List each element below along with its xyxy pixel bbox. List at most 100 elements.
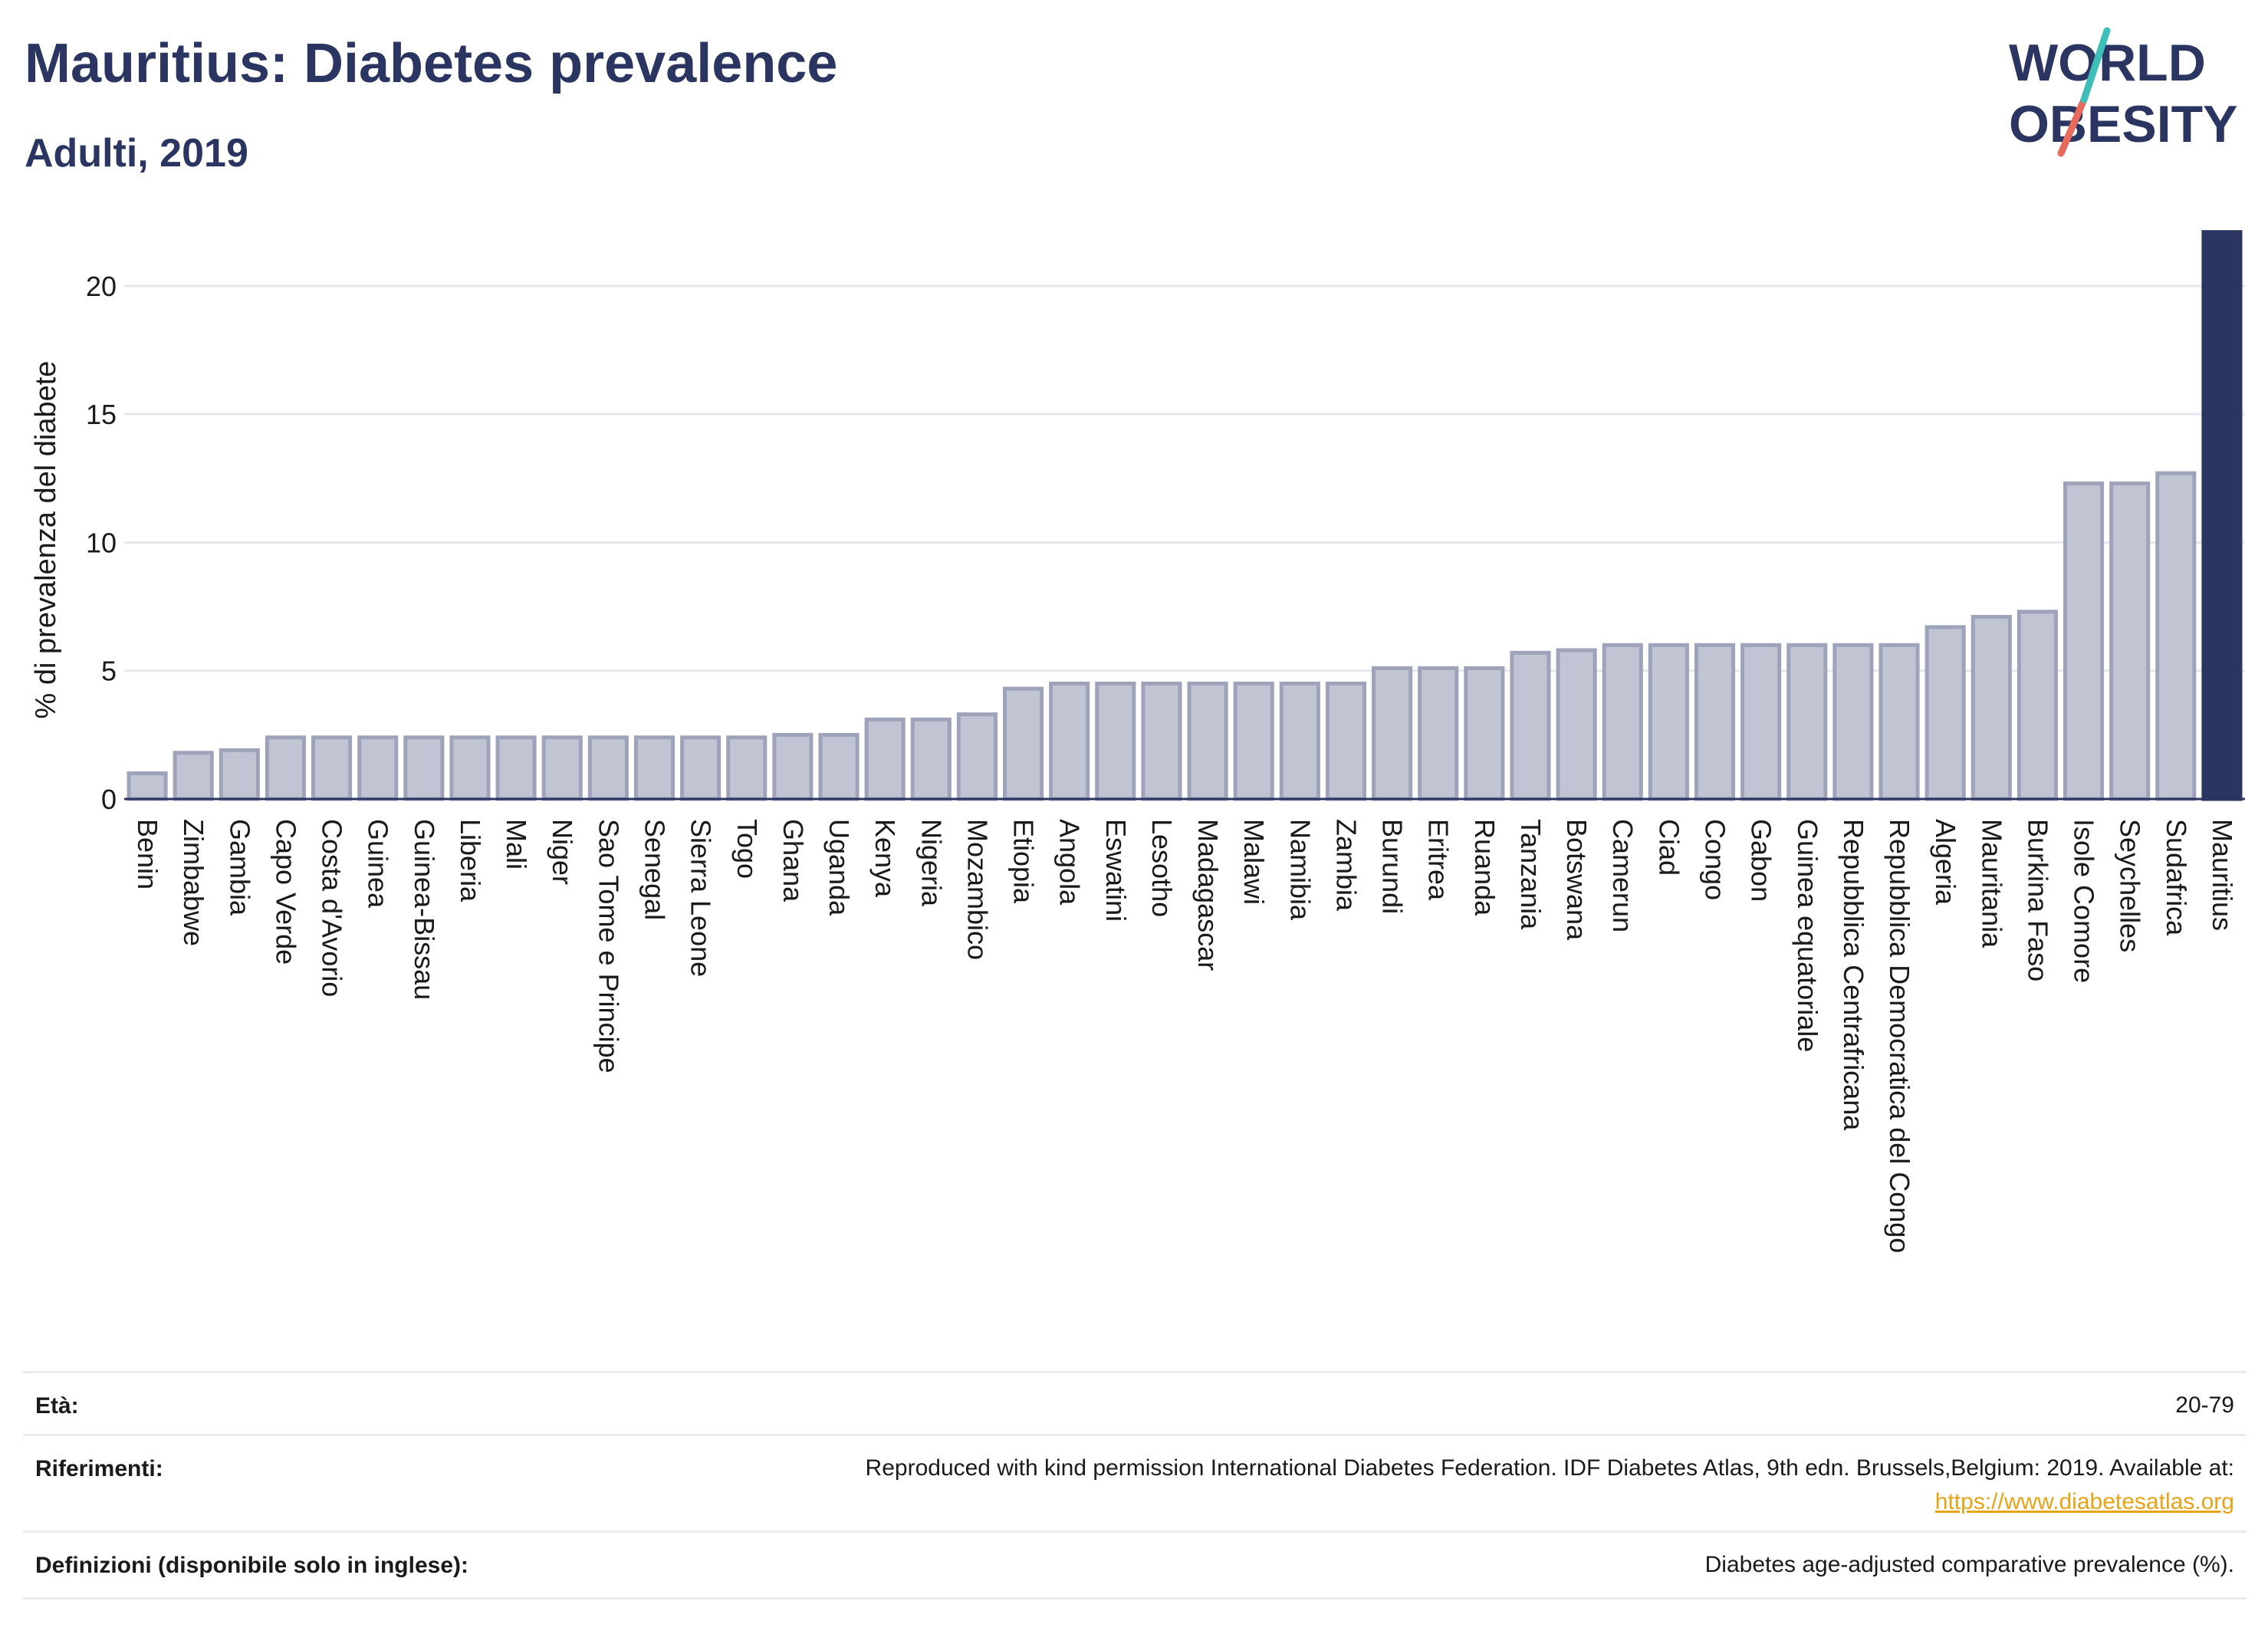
bar-nigeria[interactable] bbox=[910, 717, 952, 801]
age-value: 20-79 bbox=[2175, 1392, 2234, 1418]
bar-burundi[interactable] bbox=[1372, 666, 1413, 801]
bar-repubblica-democratica-del-congo[interactable] bbox=[1878, 643, 1920, 801]
age-label: Età: bbox=[35, 1393, 79, 1419]
bar-botswana[interactable] bbox=[1556, 648, 1597, 801]
bar-camerun[interactable] bbox=[1602, 643, 1643, 801]
x-tick-label: Algeria bbox=[1930, 819, 1961, 906]
x-tick-label: Zambia bbox=[1330, 819, 1362, 912]
x-tick-labels: Benin Zimbabwe Gambia Capo Verde Costa d'Avo… bbox=[132, 819, 2238, 1253]
logo-line2: OBESITY bbox=[2009, 95, 2238, 153]
x-tick-label: Eritrea bbox=[1423, 819, 1454, 901]
y-tick-label: 0 bbox=[101, 784, 117, 815]
x-tick-label: Etiopia bbox=[1008, 819, 1040, 904]
y-tick-label: 15 bbox=[86, 399, 117, 430]
references-value-block: Reproduced with kind permission Internat… bbox=[866, 1452, 2234, 1519]
bar-gabon[interactable] bbox=[1740, 643, 1782, 801]
references-label: Riferimenti: bbox=[35, 1456, 163, 1481]
x-tick-label: Togo bbox=[731, 819, 763, 879]
x-tick-label: Liberia bbox=[455, 819, 486, 902]
bar-burkina-faso[interactable] bbox=[2017, 610, 2058, 801]
chart-title: Mauritius: Diabetes prevalence bbox=[25, 33, 838, 94]
world-obesity-logo: WORLD OBESITY bbox=[2009, 27, 2238, 157]
bar-uganda[interactable] bbox=[818, 732, 860, 801]
bar-zimbabwe[interactable] bbox=[173, 751, 214, 801]
x-tick-label: Guinea equatoriale bbox=[1792, 819, 1823, 1052]
logo-slash-red bbox=[2057, 96, 2088, 157]
bar-tanzania[interactable] bbox=[1510, 650, 1551, 801]
bar-ciad[interactable] bbox=[1648, 643, 1689, 801]
x-tick-label: Mozambico bbox=[961, 819, 993, 960]
bar-zambia[interactable] bbox=[1325, 681, 1367, 801]
x-tick-label: Sierra Leone bbox=[685, 819, 717, 977]
y-tick-label: 20 bbox=[86, 271, 117, 302]
x-tick-label: Sudafrica bbox=[2161, 819, 2192, 936]
bar-liberia[interactable] bbox=[449, 735, 491, 801]
bar-kenya[interactable] bbox=[864, 717, 906, 801]
bar-mozambico[interactable] bbox=[956, 712, 998, 801]
bar-isole-comore[interactable] bbox=[2063, 482, 2105, 801]
grid-lines bbox=[124, 284, 2245, 672]
bar-gambia[interactable] bbox=[219, 748, 260, 801]
definitions-label: Definizioni (disponibile solo in inglese… bbox=[35, 1553, 469, 1578]
x-tick-label: Costa d'Avorio bbox=[317, 819, 348, 997]
bar-guinea-equatoriale[interactable] bbox=[1786, 643, 1828, 801]
bar-malawi[interactable] bbox=[1233, 681, 1274, 801]
bar-repubblica-centrafricana[interactable] bbox=[1832, 643, 1874, 801]
x-tick-label: Ghana bbox=[777, 819, 809, 902]
bar-niger[interactable] bbox=[541, 735, 583, 801]
x-tick-label: Lesotho bbox=[1146, 819, 1178, 917]
bar-mali[interactable] bbox=[495, 735, 537, 801]
x-tick-label: Seychelles bbox=[2115, 819, 2146, 952]
definitions-value: Diabetes age-adjusted comparative preval… bbox=[1704, 1552, 2234, 1577]
x-tick-label: Angola bbox=[1054, 819, 1086, 906]
bar-guinea[interactable] bbox=[357, 735, 399, 801]
bar-sudafrica[interactable] bbox=[2155, 471, 2197, 801]
x-tick-label: Madagascar bbox=[1192, 819, 1224, 971]
bar-eritrea[interactable] bbox=[1418, 666, 1459, 801]
logo-line1: WORLD bbox=[2009, 34, 2206, 92]
references-link[interactable]: https://www.diabetesatlas.org bbox=[1934, 1489, 2234, 1514]
bar-chart: 0 5 10 15 20 Benin Zimbabwe Gambia Capo Verde Co… bbox=[30, 230, 2245, 1253]
x-tick-label: Gabon bbox=[1746, 819, 1777, 902]
bar-angola[interactable] bbox=[1049, 681, 1090, 801]
x-tick-label: Mali bbox=[501, 819, 532, 870]
x-tick-label: Ruanda bbox=[1469, 819, 1500, 916]
bar-sierra-leone[interactable] bbox=[680, 735, 721, 801]
bar-benin[interactable] bbox=[127, 771, 168, 801]
footer-definitions-row: Definizioni (disponibile solo in inglese… bbox=[23, 1530, 2247, 1599]
bar-guinea-bissau[interactable] bbox=[403, 735, 445, 801]
x-tick-label: Eswatini bbox=[1100, 819, 1132, 922]
bar-namibia[interactable] bbox=[1279, 681, 1320, 801]
x-tick-label: Botswana bbox=[1561, 819, 1593, 941]
bar-capo-verde[interactable] bbox=[265, 735, 307, 801]
x-tick-label: Zimbabwe bbox=[178, 819, 209, 946]
bar-sao-tome-e-principe[interactable] bbox=[587, 735, 629, 801]
bar-mauritania[interactable] bbox=[1971, 614, 2012, 801]
bar-senegal[interactable] bbox=[633, 735, 675, 801]
bar-algeria[interactable] bbox=[1925, 625, 1966, 801]
x-tick-label: Mauritania bbox=[1976, 819, 2007, 949]
x-tick-label: Isole Comore bbox=[2069, 819, 2100, 983]
x-tick-label: Uganda bbox=[823, 819, 855, 916]
x-tick-label: Malawi bbox=[1238, 819, 1270, 905]
logo-slash-teal bbox=[2080, 27, 2111, 104]
bar-mauritius[interactable] bbox=[2201, 230, 2243, 801]
bar-lesotho[interactable] bbox=[1141, 681, 1182, 801]
x-tick-label: Sao Tome e Principe bbox=[593, 819, 624, 1073]
x-tick-label: Nigeria bbox=[915, 819, 947, 907]
x-tick-label: Congo bbox=[1700, 819, 1731, 900]
chart-subtitle: Adulti, 2019 bbox=[25, 131, 248, 176]
x-tick-label: Senegal bbox=[639, 819, 671, 920]
x-tick-label: Burkina Faso bbox=[2022, 819, 2053, 981]
bar-seychelles[interactable] bbox=[2109, 482, 2151, 801]
bar-madagascar[interactable] bbox=[1187, 681, 1228, 801]
x-tick-label: Mauritius bbox=[2207, 819, 2238, 931]
bar-congo[interactable] bbox=[1694, 643, 1736, 801]
bar-eswatini[interactable] bbox=[1095, 681, 1136, 801]
x-tick-label: Repubblica Democratica del Congo bbox=[1884, 819, 1915, 1253]
bar-costa-d-avorio[interactable] bbox=[311, 735, 353, 801]
bar-ruanda[interactable] bbox=[1464, 666, 1505, 801]
bar-ghana[interactable] bbox=[772, 732, 814, 801]
bar-togo[interactable] bbox=[726, 735, 768, 801]
bar-etiopia[interactable] bbox=[1002, 686, 1044, 801]
